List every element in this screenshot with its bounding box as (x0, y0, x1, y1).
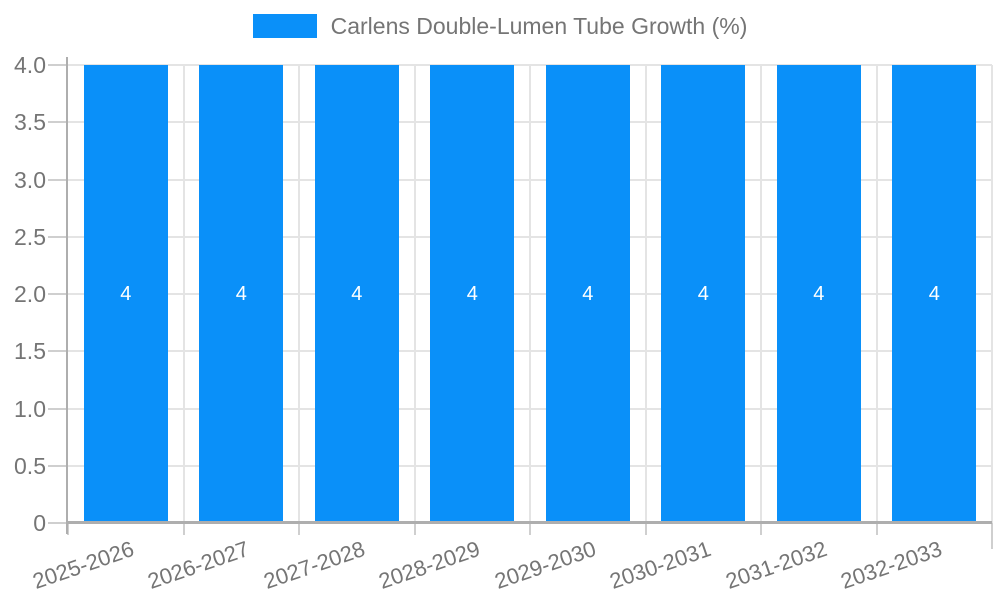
legend-label: Carlens Double-Lumen Tube Growth (%) (330, 12, 748, 39)
bar (430, 65, 515, 523)
gridline-vertical (991, 65, 993, 523)
y-tick-label: 3.5 (14, 109, 46, 136)
gridline-vertical (644, 65, 647, 523)
y-tick-label: 1.0 (14, 395, 46, 422)
x-axis-line (66, 521, 992, 524)
x-axis-tick (529, 523, 531, 535)
bar (83, 65, 168, 523)
bar-value-label: 4 (697, 283, 709, 305)
x-axis-tick (182, 523, 185, 535)
y-tick-label: 3.0 (14, 166, 46, 193)
gridline-vertical (182, 65, 185, 523)
y-axis-tick (48, 121, 68, 124)
x-axis-tick (298, 523, 300, 535)
y-tick-label: 2.0 (14, 281, 46, 307)
y-axis-tick (48, 178, 68, 181)
x-axis-tick (991, 523, 993, 549)
y-axis-tick (48, 64, 68, 66)
x-tick-label: 2030-2031 (606, 536, 715, 594)
x-tick-label: 2025-2026 (29, 536, 137, 594)
bar-value-label: 4 (466, 283, 478, 305)
y-tick-label: 2.5 (14, 223, 46, 250)
gridline-vertical (298, 65, 300, 523)
bar (199, 65, 284, 523)
x-tick-label: 2026-2027 (144, 536, 253, 594)
bar-value-label: 4 (120, 283, 132, 305)
x-axis-tick (413, 523, 416, 535)
gridline-vertical (760, 65, 762, 523)
y-axis-tick (48, 235, 68, 238)
gridline-vertical (529, 65, 531, 523)
y-axis-tick (48, 293, 68, 295)
gridline-vertical (413, 65, 416, 523)
x-tick-label: 2032-2033 (837, 536, 946, 594)
bar (892, 65, 977, 523)
x-tick-label: 2029-2030 (491, 536, 599, 594)
y-axis-tick (48, 350, 68, 353)
x-axis-tick (67, 523, 69, 535)
x-tick-label: 2027-2028 (260, 536, 368, 594)
bar-value-label: 4 (582, 283, 594, 305)
x-axis-tick (760, 523, 762, 535)
y-axis-line (66, 57, 68, 534)
y-tick-label: 0 (33, 510, 46, 536)
y-tick-label: 1.5 (14, 338, 46, 365)
bar-value-label: 4 (235, 283, 247, 305)
y-axis-tick (48, 464, 68, 467)
x-axis-tick (644, 523, 647, 535)
y-axis-tick (48, 522, 68, 524)
gridline-vertical (875, 65, 878, 523)
legend-swatch (252, 14, 317, 38)
x-tick-label: 2031-2032 (722, 536, 830, 594)
bar (314, 65, 399, 523)
bar-value-label: 4 (928, 283, 940, 305)
bar (776, 65, 861, 523)
chart-legend[interactable]: Carlens Double-Lumen Tube Growth (%) (0, 0, 1000, 52)
bar-value-label: 4 (813, 283, 825, 305)
x-axis-tick (875, 523, 878, 535)
x-tick-label: 2028-2029 (375, 536, 484, 594)
bar-value-label: 4 (351, 283, 363, 305)
y-axis-tick (48, 407, 68, 410)
bar (661, 65, 746, 523)
y-tick-label: 4.0 (14, 52, 46, 78)
y-tick-label: 0.5 (14, 452, 46, 479)
bar (545, 65, 630, 523)
